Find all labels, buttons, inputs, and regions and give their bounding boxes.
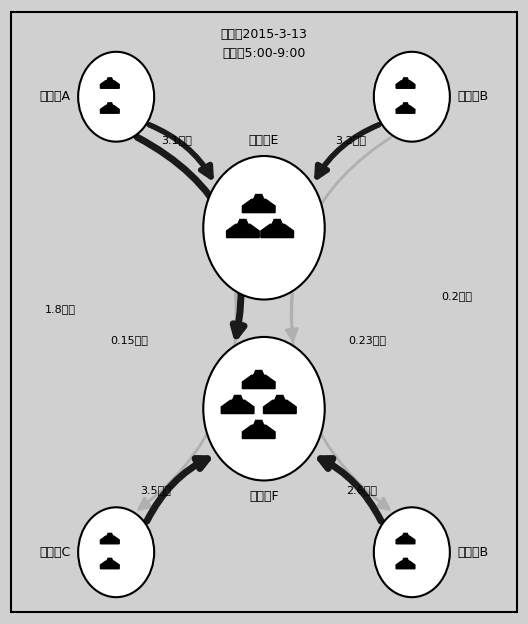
Circle shape <box>203 156 325 300</box>
Polygon shape <box>396 561 415 568</box>
Polygon shape <box>242 375 275 389</box>
Text: 0.15万辆: 0.15万辆 <box>110 335 148 345</box>
Polygon shape <box>272 220 282 224</box>
Text: 工作区E: 工作区E <box>249 134 279 147</box>
Circle shape <box>78 507 154 597</box>
Text: 时段：5:00-9:00: 时段：5:00-9:00 <box>222 47 306 59</box>
Circle shape <box>374 507 450 597</box>
Text: 居民区C: 居民区C <box>39 546 70 558</box>
Circle shape <box>78 52 154 142</box>
Text: 2.6万辆: 2.6万辆 <box>346 485 377 495</box>
FancyArrowPatch shape <box>286 137 391 340</box>
Polygon shape <box>107 534 113 536</box>
Polygon shape <box>107 103 113 105</box>
Text: 3.1万辆: 3.1万辆 <box>162 135 192 145</box>
Polygon shape <box>100 561 119 568</box>
Polygon shape <box>253 421 264 425</box>
Text: 3.2万辆: 3.2万辆 <box>336 135 366 145</box>
Polygon shape <box>238 220 248 224</box>
FancyArrowPatch shape <box>317 125 379 177</box>
FancyArrowPatch shape <box>320 459 381 521</box>
Polygon shape <box>261 224 294 238</box>
Circle shape <box>374 52 450 142</box>
FancyArrowPatch shape <box>139 294 237 509</box>
Text: 3.5万辆: 3.5万辆 <box>140 485 171 495</box>
Circle shape <box>203 337 325 480</box>
Polygon shape <box>107 558 113 561</box>
FancyArrowPatch shape <box>137 137 244 336</box>
Polygon shape <box>242 199 275 213</box>
FancyArrowPatch shape <box>147 459 208 521</box>
Polygon shape <box>253 195 264 199</box>
Polygon shape <box>402 103 409 105</box>
Polygon shape <box>402 558 409 561</box>
Polygon shape <box>396 105 415 113</box>
Polygon shape <box>227 224 259 238</box>
Polygon shape <box>107 78 113 80</box>
Text: 居民区B: 居民区B <box>458 546 489 558</box>
Polygon shape <box>232 396 243 400</box>
Polygon shape <box>221 400 254 414</box>
Text: 1.8万辆: 1.8万辆 <box>45 304 76 314</box>
Polygon shape <box>242 425 275 439</box>
Polygon shape <box>402 78 409 80</box>
FancyArrowPatch shape <box>291 294 389 509</box>
Polygon shape <box>396 536 415 544</box>
Text: 日期：2015-3-13: 日期：2015-3-13 <box>221 28 307 41</box>
Polygon shape <box>396 80 415 88</box>
Polygon shape <box>100 536 119 544</box>
Polygon shape <box>263 400 296 414</box>
Text: 工作区F: 工作区F <box>249 490 279 503</box>
Text: 居民区B: 居民区B <box>458 90 489 103</box>
Text: 居民区A: 居民区A <box>39 90 70 103</box>
FancyArrowPatch shape <box>149 125 211 177</box>
Polygon shape <box>253 371 264 375</box>
Text: 0.2万辆: 0.2万辆 <box>441 291 472 301</box>
Polygon shape <box>275 396 285 400</box>
Polygon shape <box>100 105 119 113</box>
Polygon shape <box>100 80 119 88</box>
Text: 0.23万辆: 0.23万辆 <box>348 335 386 345</box>
Polygon shape <box>402 534 409 536</box>
